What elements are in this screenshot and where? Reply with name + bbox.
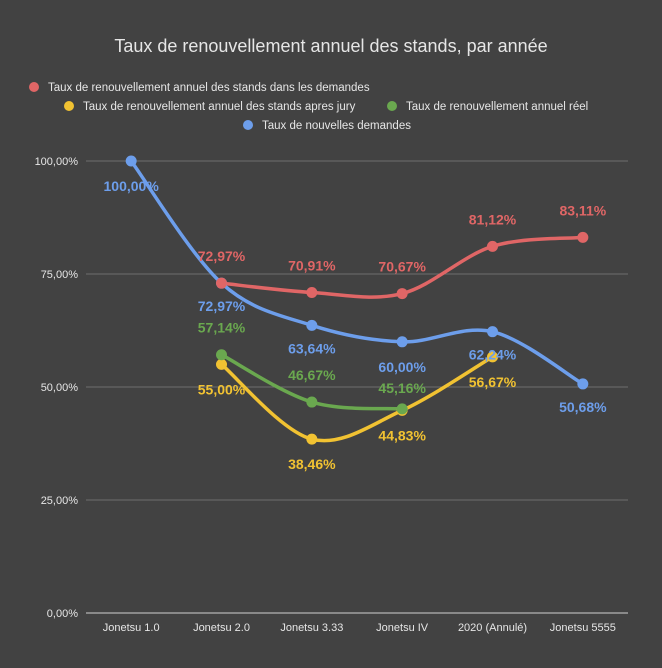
x-tick-label: 2020 (Annulé) bbox=[458, 622, 527, 634]
data-label: 44,83% bbox=[378, 427, 426, 443]
y-tick-label: 0,00% bbox=[47, 608, 78, 620]
y-tick-label: 100,00% bbox=[35, 156, 79, 168]
legend-label: Taux de nouvelles demandes bbox=[262, 120, 411, 132]
x-tick-label: Jonetsu 1.0 bbox=[103, 622, 160, 634]
data-labels: 72,97% 70,91% 70,67% 81,12% 83,11% 55,00% 38,4… bbox=[104, 178, 608, 472]
x-tick-label: Jonetsu 5555 bbox=[550, 622, 616, 634]
legend-label: Taux de renouvellement annuel réel bbox=[406, 101, 588, 113]
data-point[interactable] bbox=[216, 277, 227, 289]
x-tick-label: Jonetsu IV bbox=[376, 622, 429, 634]
series-line bbox=[129, 159, 585, 386]
data-label: 81,12% bbox=[469, 211, 517, 227]
data-label: 63,64% bbox=[288, 340, 336, 356]
data-point[interactable] bbox=[487, 326, 498, 338]
legend-item[interactable]: Taux de renouvellement annuel réel bbox=[387, 101, 588, 113]
data-label: 60,00% bbox=[378, 359, 426, 375]
y-tick-label: 50,00% bbox=[41, 382, 79, 394]
y-axis: 0,00% 25,00% 50,00% 75,00% 100,00% bbox=[35, 156, 79, 620]
grid bbox=[86, 160, 628, 614]
data-point[interactable] bbox=[487, 240, 498, 252]
data-label: 70,91% bbox=[288, 257, 336, 273]
data-label: 57,14% bbox=[198, 320, 246, 336]
data-label: 56,67% bbox=[469, 374, 517, 390]
legend-item[interactable]: Taux de renouvellement annuel des stands… bbox=[29, 82, 370, 94]
data-point[interactable] bbox=[487, 351, 498, 363]
data-point[interactable] bbox=[216, 358, 227, 370]
legend-marker bbox=[29, 82, 39, 92]
y-tick-label: 75,00% bbox=[41, 269, 79, 281]
x-tick-label: Jonetsu 3.33 bbox=[280, 622, 343, 634]
data-point[interactable] bbox=[306, 396, 318, 408]
data-label: 72,97% bbox=[198, 298, 246, 314]
legend-label: Taux de renouvellement annuel des stands… bbox=[48, 82, 370, 94]
y-tick-label: 25,00% bbox=[41, 495, 79, 507]
data-label: 50,68% bbox=[559, 399, 607, 415]
legend-label: Taux de renouvellement annuel des stands… bbox=[83, 101, 356, 113]
legend-marker bbox=[64, 101, 74, 111]
legend-marker bbox=[387, 101, 397, 111]
data-point[interactable] bbox=[396, 403, 408, 415]
data-label: 55,00% bbox=[198, 381, 246, 397]
x-axis: Jonetsu 1.0 Jonetsu 2.0 Jonetsu 3.33 Jonets… bbox=[103, 622, 616, 634]
data-label: 62,24% bbox=[469, 347, 517, 363]
legend-item[interactable]: Taux de nouvelles demandes bbox=[243, 120, 411, 132]
data-label: 70,67% bbox=[378, 259, 426, 275]
data-point[interactable] bbox=[577, 378, 589, 390]
data-label: 83,11% bbox=[559, 202, 606, 218]
legend-item[interactable]: Taux de renouvellement annuel des stands… bbox=[64, 101, 356, 113]
data-point[interactable] bbox=[577, 231, 589, 243]
data-label: 72,97% bbox=[198, 248, 246, 264]
data-point[interactable] bbox=[396, 336, 408, 348]
data-point[interactable] bbox=[125, 155, 137, 167]
legend: Taux de renouvellement annuel des stands… bbox=[29, 82, 588, 132]
series-points bbox=[125, 155, 589, 445]
data-label: 100,00% bbox=[104, 178, 160, 194]
data-point[interactable] bbox=[396, 288, 408, 300]
data-point[interactable] bbox=[306, 433, 318, 445]
x-tick-label: Jonetsu 2.0 bbox=[193, 622, 250, 634]
legend-marker bbox=[243, 120, 253, 130]
data-label: 46,67% bbox=[288, 367, 336, 383]
data-label: 45,16% bbox=[378, 380, 426, 396]
data-point[interactable] bbox=[306, 319, 318, 331]
data-point[interactable] bbox=[306, 286, 318, 298]
chart-title: Taux de renouvellement annuel des stands… bbox=[114, 36, 547, 56]
data-point[interactable] bbox=[216, 349, 227, 361]
series-line bbox=[219, 355, 495, 443]
data-label: 38,46% bbox=[288, 456, 336, 472]
